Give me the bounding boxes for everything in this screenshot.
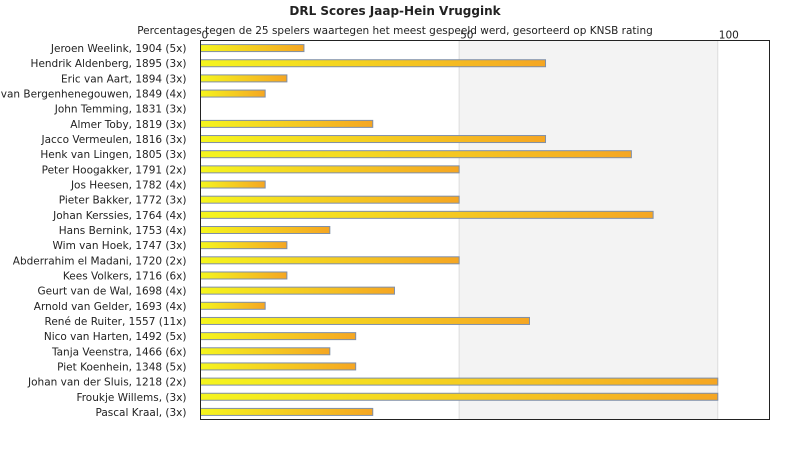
chart-subtitle: Percentages tegen de 25 spelers waartege… xyxy=(137,25,653,37)
category-label: Peter Hoogakker, 1791 (2x) xyxy=(42,164,187,176)
x-tick-labels: 0 50 100 xyxy=(202,30,739,42)
bar xyxy=(200,150,632,159)
bar xyxy=(200,362,357,371)
chart-title: DRL Scores Jaap-Hein Vruggink xyxy=(289,4,501,18)
category-label: John Temming, 1831 (3x) xyxy=(54,104,187,116)
plot-frame xyxy=(200,40,770,420)
bar xyxy=(200,256,460,265)
bar xyxy=(200,180,266,189)
category-label: Kees Volkers, 1716 (6x) xyxy=(63,270,187,282)
category-label: Hans Bernink, 1753 (4x) xyxy=(59,225,187,237)
bar xyxy=(200,286,395,295)
bar xyxy=(200,241,288,250)
category-label: Eric van Aart, 1894 (3x) xyxy=(61,73,187,85)
bar xyxy=(200,195,460,204)
category-label: Piet Koenhein, 1348 (5x) xyxy=(57,361,186,373)
x-tick-label: 100 xyxy=(719,30,739,42)
category-label: Jeroen Weelink, 1904 (5x) xyxy=(50,43,187,55)
category-label: Abderrahim el Madani, 1720 (2x) xyxy=(13,255,187,267)
bar xyxy=(200,407,374,416)
category-label: Henk van Lingen, 1805 (3x) xyxy=(40,149,186,161)
category-label: Pieter Bakker, 1772 (3x) xyxy=(59,195,187,207)
category-label: Almer Toby, 1819 (3x) xyxy=(70,119,186,131)
bar xyxy=(200,301,266,310)
bar xyxy=(200,135,547,144)
category-label: Jan van Bergenhenegouwen, 1849 (4x) xyxy=(0,89,187,101)
bar xyxy=(200,332,357,341)
gridlines xyxy=(458,40,719,420)
plot-area xyxy=(200,40,770,420)
bar xyxy=(200,74,288,83)
category-label: Arnold van Gelder, 1693 (4x) xyxy=(34,301,187,313)
category-label: René de Ruiter, 1557 (11x) xyxy=(45,316,187,328)
bar xyxy=(200,377,719,386)
category-label: Jos Heesen, 1782 (4x) xyxy=(70,180,187,192)
category-label: Tanja Veenstra, 1466 (6x) xyxy=(51,346,187,358)
category-label: Johan Kerssies, 1764 (4x) xyxy=(52,210,186,222)
x-tick-label: 50 xyxy=(460,30,473,42)
plot-band xyxy=(717,40,770,420)
bar xyxy=(200,392,719,401)
category-label: Johan van der Sluis, 1218 (2x) xyxy=(27,377,186,389)
bar xyxy=(200,119,374,128)
category-label: Pascal Kraal, (3x) xyxy=(96,407,187,419)
bar xyxy=(200,347,331,356)
category-label: Geurt van de Wal, 1698 (4x) xyxy=(37,286,186,298)
bar xyxy=(200,316,530,325)
category-label: Hendrik Aldenberg, 1895 (3x) xyxy=(31,58,187,70)
category-label: Nico van Harten, 1492 (5x) xyxy=(44,331,187,343)
category-label: Jacco Vermeulen, 1816 (3x) xyxy=(41,134,187,146)
bar xyxy=(200,59,547,68)
bar xyxy=(200,226,331,234)
category-label: Froukje Willems, (3x) xyxy=(76,392,186,404)
bar xyxy=(200,44,305,53)
category-label: Wim van Hoek, 1747 (3x) xyxy=(53,240,187,252)
category-labels: Jeroen Weelink, 1904 (5x) Hendrik Aldenbe… xyxy=(0,43,187,419)
bar xyxy=(200,165,460,174)
bars xyxy=(200,44,719,416)
bar xyxy=(200,271,288,280)
bar xyxy=(200,210,654,219)
plot-band xyxy=(459,40,718,420)
bar xyxy=(200,89,266,98)
x-tick-label: 0 xyxy=(202,30,209,42)
